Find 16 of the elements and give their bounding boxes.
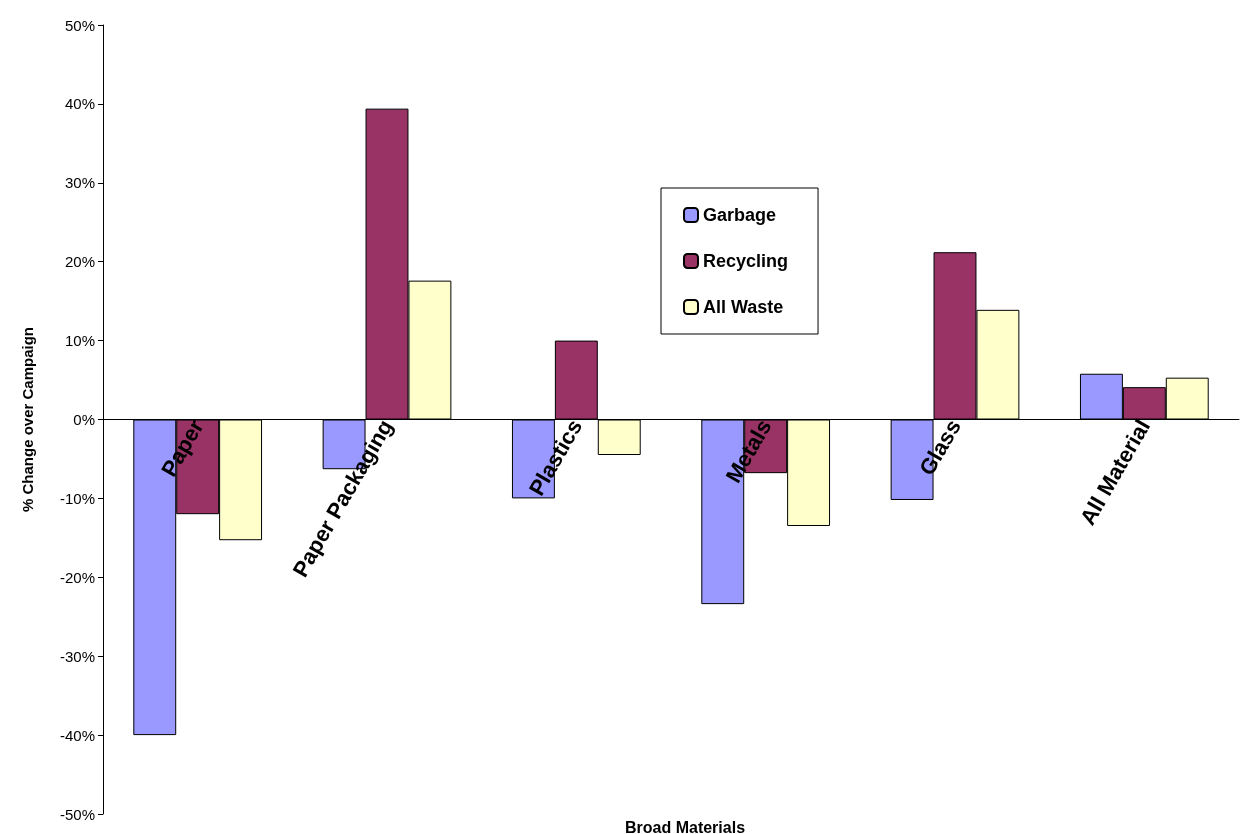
y-tick-label: 0% [73, 411, 95, 428]
y-tick-label: 30% [64, 174, 95, 192]
y-tick-label: -50% [59, 805, 95, 823]
y-tick-label: -30% [59, 647, 95, 665]
y-tick-label: -40% [59, 726, 95, 744]
y-tick-label: 40% [64, 95, 95, 113]
y-tick-label: -10% [59, 489, 95, 507]
legend-label: Recycling [703, 251, 789, 271]
y-tick-label: 50% [64, 16, 95, 34]
x-axis-title: Broad Materials [624, 818, 746, 834]
legend-label: All Waste [703, 297, 784, 317]
y-tick-label: 20% [64, 253, 95, 271]
y-axis-title: % Change over Campaign [19, 326, 36, 513]
y-tick-label: -20% [59, 568, 95, 586]
y-tick-label: 10% [64, 332, 95, 350]
legend-label: Garbage [703, 205, 777, 225]
